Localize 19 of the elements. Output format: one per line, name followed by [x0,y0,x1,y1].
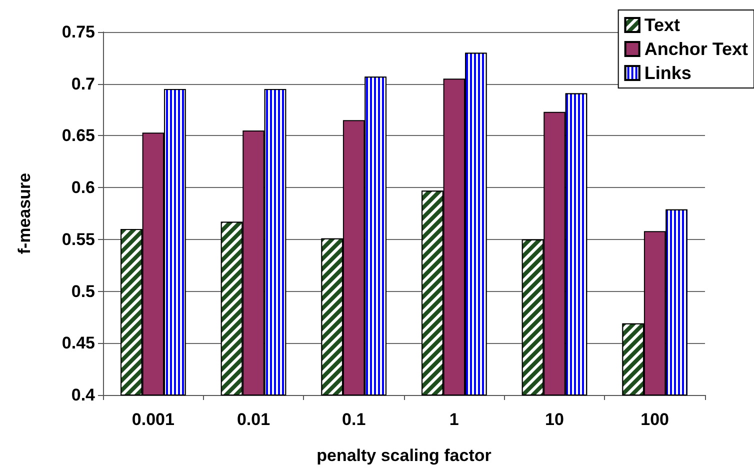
x-tick-label: 1 [449,410,459,429]
x-axis-title: penalty scaling factor [316,446,492,465]
x-tick-label: 10 [545,410,564,429]
y-tick-label: 0.4 [71,386,96,404]
x-tick-label: 100 [640,410,670,429]
y-tick-label: 0.75 [62,22,95,42]
y-tick-label: 0.6 [71,178,95,198]
legend-label: Text [644,15,680,35]
legend-label: Anchor Text [644,39,748,59]
x-tick-label: 0.1 [342,410,366,429]
y-tick-label: 0.5 [71,282,95,301]
y-tick-label: 0.7 [71,74,95,94]
x-tick-label: 0.01 [236,410,270,429]
y-axis-title: f-measure [15,172,34,254]
legend-label: Links [644,63,692,83]
y-tick-label: 0.45 [62,334,95,353]
y-tick-label: 0.55 [62,230,95,249]
x-tick-label: 0.001 [132,410,174,429]
y-tick-label: 0.65 [62,126,95,146]
